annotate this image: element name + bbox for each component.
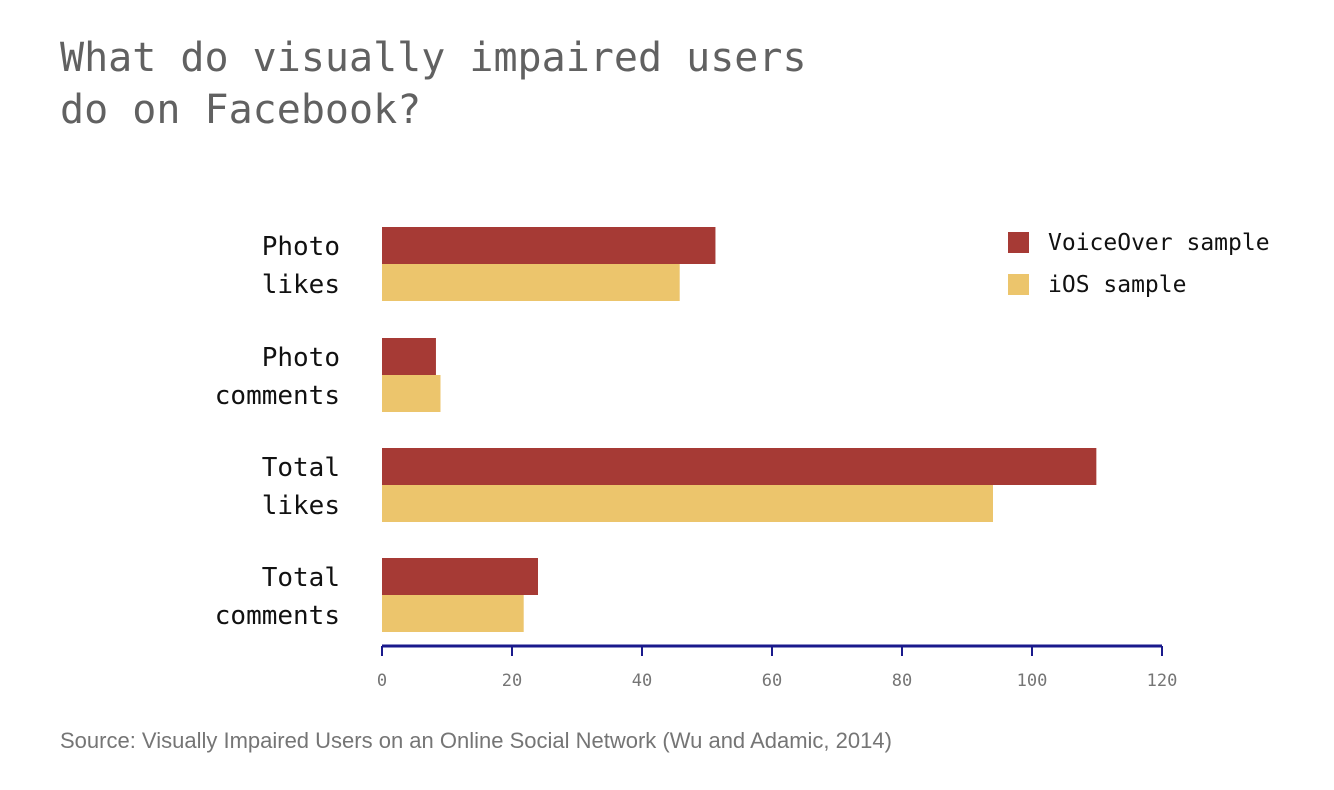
bar-ios-3: [382, 595, 524, 632]
bar-ios-0: [382, 264, 680, 301]
source-note: Source: Visually Impaired Users on an On…: [60, 728, 892, 753]
category-label-0-line-0: Photo: [262, 232, 340, 262]
x-tick-label-1: 20: [502, 671, 522, 691]
category-label-2-line-0: Total: [262, 453, 340, 483]
chart-title-line-2: do on Facebook?: [60, 87, 422, 133]
legend-label-voiceover: VoiceOver sample: [1048, 230, 1270, 256]
bar-ios-1: [382, 375, 441, 412]
category-label-2-line-1: likes: [262, 491, 340, 521]
x-tick-label-2: 40: [632, 671, 652, 691]
legend-swatch-voiceover: [1008, 232, 1029, 253]
legend-swatch-ios: [1008, 274, 1029, 295]
chart-title-line-1: What do visually impaired users: [60, 35, 807, 81]
category-label-0-line-1: likes: [262, 270, 340, 300]
x-tick-label-6: 120: [1147, 671, 1178, 691]
bar-chart: Photo likes Photo comments Total likes Total co…: [215, 227, 1270, 691]
category-label-1-line-1: comments: [215, 381, 340, 411]
x-tick-label-5: 100: [1017, 671, 1048, 691]
bar-voiceover-1: [382, 338, 436, 375]
category-label-1-line-0: Photo: [262, 343, 340, 373]
bar-voiceover-2: [382, 448, 1097, 485]
category-label-3-line-0: Total: [262, 563, 340, 593]
bar-voiceover-3: [382, 558, 538, 595]
bar-ios-2: [382, 485, 993, 522]
x-tick-label-0: 0: [377, 671, 387, 691]
legend-label-ios: iOS sample: [1048, 272, 1186, 298]
x-tick-label-3: 60: [762, 671, 782, 691]
x-tick-label-4: 80: [892, 671, 912, 691]
chart-title: What do visually impaired users do on Fa…: [60, 32, 807, 136]
category-label-3-line-1: comments: [215, 601, 340, 631]
bar-voiceover-0: [382, 227, 716, 264]
